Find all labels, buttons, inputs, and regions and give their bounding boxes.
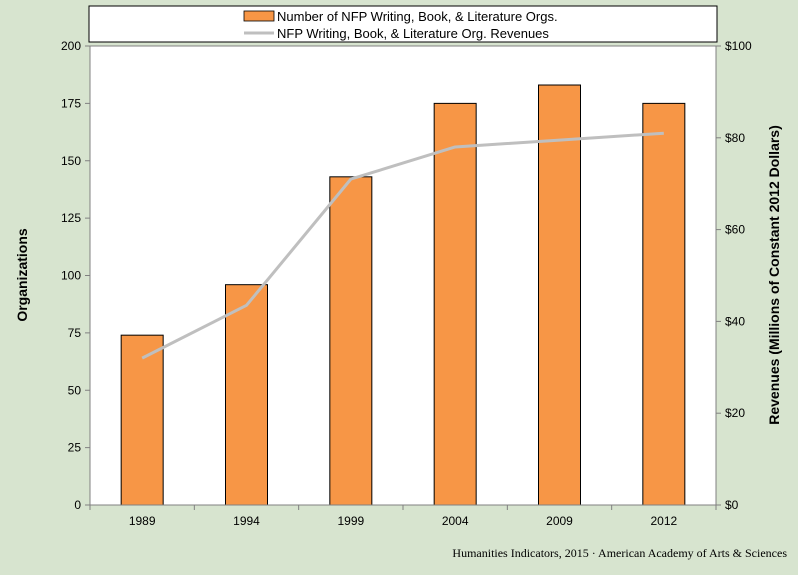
- bar-2009: [538, 84, 581, 506]
- y2-tick-label: $100: [725, 39, 752, 53]
- y2-tick-label: $40: [725, 314, 745, 328]
- y2-tick-label: $20: [725, 406, 745, 420]
- bar-2012: [642, 102, 686, 506]
- y-tick-label: 175: [61, 96, 81, 110]
- bar-1999: [329, 176, 373, 506]
- x-tick-label-2004: 2004: [442, 514, 469, 528]
- credit-line: Humanities Indicators, 2015 · American A…: [452, 546, 787, 560]
- y-tick-label: 125: [61, 211, 81, 225]
- y2-axis-title: Revenues (Millions of Constant 2012 Doll…: [766, 125, 782, 425]
- legend-bar-swatch: [243, 10, 275, 22]
- y2-tick-label: $80: [725, 131, 745, 145]
- legend: Number of NFP Writing, Book, & Literatur…: [88, 5, 718, 43]
- x-tick-label-1989: 1989: [129, 514, 156, 528]
- legend-bar-label: Number of NFP Writing, Book, & Literatur…: [277, 9, 558, 24]
- x-tick-label-2009: 2009: [546, 514, 573, 528]
- legend-box: [88, 5, 718, 43]
- y-tick-label: 150: [61, 154, 81, 168]
- y-tick-label: 0: [74, 498, 81, 512]
- x-tick-label-1999: 1999: [337, 514, 364, 528]
- bar-1989: [120, 334, 164, 506]
- y2-tick-label: $60: [725, 223, 745, 237]
- y2-tick-label: $0: [725, 498, 739, 512]
- x-tick-label-1994: 1994: [233, 514, 260, 528]
- bar-2004: [433, 102, 477, 506]
- y-tick-label: 100: [61, 269, 81, 283]
- plot-area: [90, 46, 716, 505]
- legend-line-label: NFP Writing, Book, & Literature Org. Rev…: [277, 26, 549, 41]
- y-tick-label: 200: [61, 39, 81, 53]
- bar-1994: [225, 284, 268, 506]
- y-tick-label: 50: [68, 383, 82, 397]
- y-tick-label: 25: [68, 441, 82, 455]
- revenue-line: [141, 131, 664, 360]
- y-tick-label: 75: [68, 326, 82, 340]
- y-axis-title: Organizations: [14, 228, 30, 322]
- x-tick-label-2012: 2012: [650, 514, 677, 528]
